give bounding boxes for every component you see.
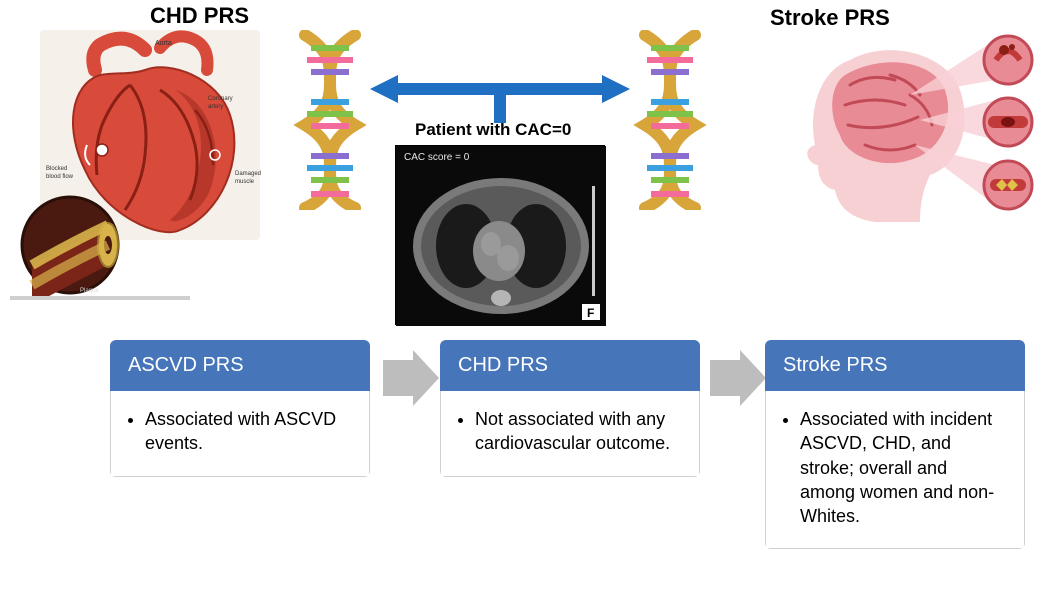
- ct-caption: Patient with CAC=0: [415, 120, 571, 140]
- card-body-text: Associated with ASCVD events.: [145, 407, 347, 456]
- svg-text:blood flow: blood flow: [46, 174, 74, 180]
- dna-left-icon: [285, 30, 375, 210]
- card-body: Not associated with any cardiovascular o…: [440, 391, 700, 477]
- flow-arrow-2-icon: [710, 350, 766, 406]
- card-body-text: Not associated with any cardiovascular o…: [475, 407, 677, 456]
- card-body: Associated with incident ASCVD, CHD, and…: [765, 391, 1025, 549]
- card-head: Stroke PRS: [765, 340, 1025, 391]
- dna-right-icon: [625, 30, 715, 210]
- flow-arrow-1-icon: [383, 350, 439, 406]
- svg-text:muscle: muscle: [235, 179, 255, 185]
- svg-text:Blocked: Blocked: [46, 166, 67, 172]
- card-head: CHD PRS: [440, 340, 700, 391]
- card-ascvd-prs: ASCVD PRS Associated with ASCVD events.: [110, 340, 370, 477]
- svg-text:Plaque: Plaque: [80, 288, 99, 294]
- card-body-text: Associated with incident ASCVD, CHD, and…: [800, 407, 1002, 528]
- title-chd-prs: CHD PRS: [150, 3, 249, 29]
- card-chd-prs: CHD PRS Not associated with any cardiova…: [440, 340, 700, 477]
- svg-text:artery: artery: [208, 104, 223, 110]
- heart-illustration: Aorta Coronary artery Blocked blood flow…: [10, 30, 270, 300]
- svg-text:Damaged: Damaged: [235, 171, 261, 177]
- card-body: Associated with ASCVD events.: [110, 391, 370, 477]
- ct-scan-image: CAC score = 0 F: [395, 145, 605, 325]
- svg-text:F: F: [587, 306, 594, 320]
- card-stroke-prs: Stroke PRS Associated with incident ASCV…: [765, 340, 1025, 549]
- title-stroke-prs: Stroke PRS: [770, 5, 890, 31]
- svg-text:Aorta: Aorta: [155, 40, 172, 47]
- svg-text:Coronary: Coronary: [208, 96, 233, 102]
- bidirectional-arrow-icon: [370, 75, 630, 123]
- ct-inner-label: CAC score = 0: [404, 152, 470, 163]
- card-head: ASCVD PRS: [110, 340, 370, 391]
- brain-illustration: [790, 30, 1040, 230]
